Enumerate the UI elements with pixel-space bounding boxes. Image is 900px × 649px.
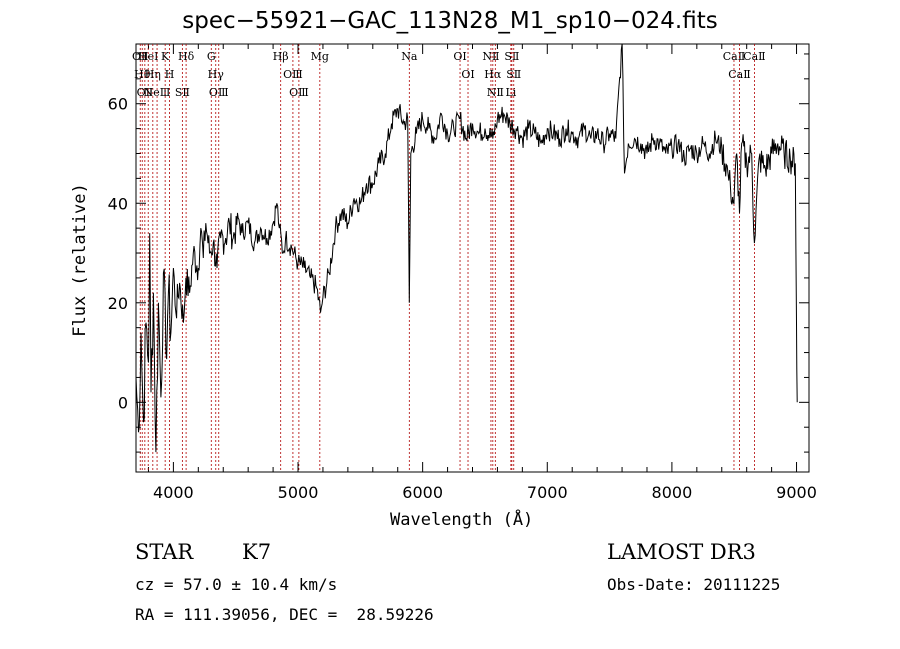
x-tick-label: 7000 [527, 483, 568, 502]
y-tick-label: 40 [108, 194, 128, 213]
spectral-line-label: HeⅠ [138, 50, 158, 63]
spectral-line-label: Hη [145, 68, 161, 81]
object-class: STAR [135, 540, 194, 564]
object-subclass: K7 [242, 540, 272, 564]
spectral-line-label: Li [505, 86, 516, 99]
spectral-line-label: OⅡ [137, 86, 154, 99]
x-tick-label: 9000 [776, 483, 817, 502]
spectral-line-label: G [207, 50, 216, 63]
spectral-line-label: NⅡ [487, 86, 504, 99]
x-tick-label: 6000 [402, 483, 443, 502]
spectral-line-label: NⅡ [482, 50, 499, 63]
spectral-line-label: OⅡ [132, 50, 149, 63]
spectral-line-label: CaⅡ [728, 68, 750, 81]
y-tick-label: 60 [108, 95, 128, 114]
x-tick-label: 5000 [278, 483, 319, 502]
spectral-line-label: NeⅢ [144, 86, 171, 99]
spectral-line-label: SⅡ [175, 86, 190, 99]
spectral-line-label: OⅠ [461, 68, 474, 81]
spectral-line-label: CaⅡ [743, 50, 765, 63]
x-tick-label: 8000 [652, 483, 693, 502]
spectral-line-label: Hβ [273, 50, 289, 63]
spectrum-line [135, 43, 798, 453]
spectral-line-label: Na [401, 50, 418, 63]
obs-date-text: Obs-Date: 20111225 [607, 575, 781, 594]
x-tick-label: 4000 [153, 483, 194, 502]
spectral-line-label: OⅠ [453, 50, 466, 63]
spectral-line-label: OⅢ [289, 86, 309, 99]
y-tick-label: 20 [108, 294, 128, 313]
spectral-line-label: OⅢ [209, 86, 229, 99]
spectral-line-label: Hθ [134, 68, 151, 81]
plot-frame [135, 43, 810, 473]
spectral-line-label: SⅡ [504, 50, 519, 63]
spectral-line-label: Mg [311, 50, 329, 63]
spectral-line-label: OⅢ [283, 68, 303, 81]
redshift-text: cz = 57.0 ± 10.4 km/s [135, 575, 338, 594]
spectral-line-label: Hδ [178, 50, 195, 63]
x-axis-label: Wavelength (Å) [390, 510, 534, 530]
radec-text: RA = 111.39056, DEC = 28.59226 [135, 605, 434, 624]
spectral-line-label: K [161, 50, 170, 63]
spectral-line-label: Hα [484, 68, 502, 81]
chart-title: spec−55921−GAC_113N28_M1_sp10−024.fits [182, 8, 718, 34]
y-axis-label: Flux (relative) [70, 183, 90, 337]
spectral-line-label: SⅡ [506, 68, 521, 81]
spectral-line-label: H [165, 68, 175, 81]
spectral-line-label: CaⅡ [723, 50, 745, 63]
y-tick-label: 0 [118, 393, 128, 412]
spectral-line-label: Hγ [208, 68, 225, 81]
survey-name: LAMOST DR3 [607, 540, 756, 564]
